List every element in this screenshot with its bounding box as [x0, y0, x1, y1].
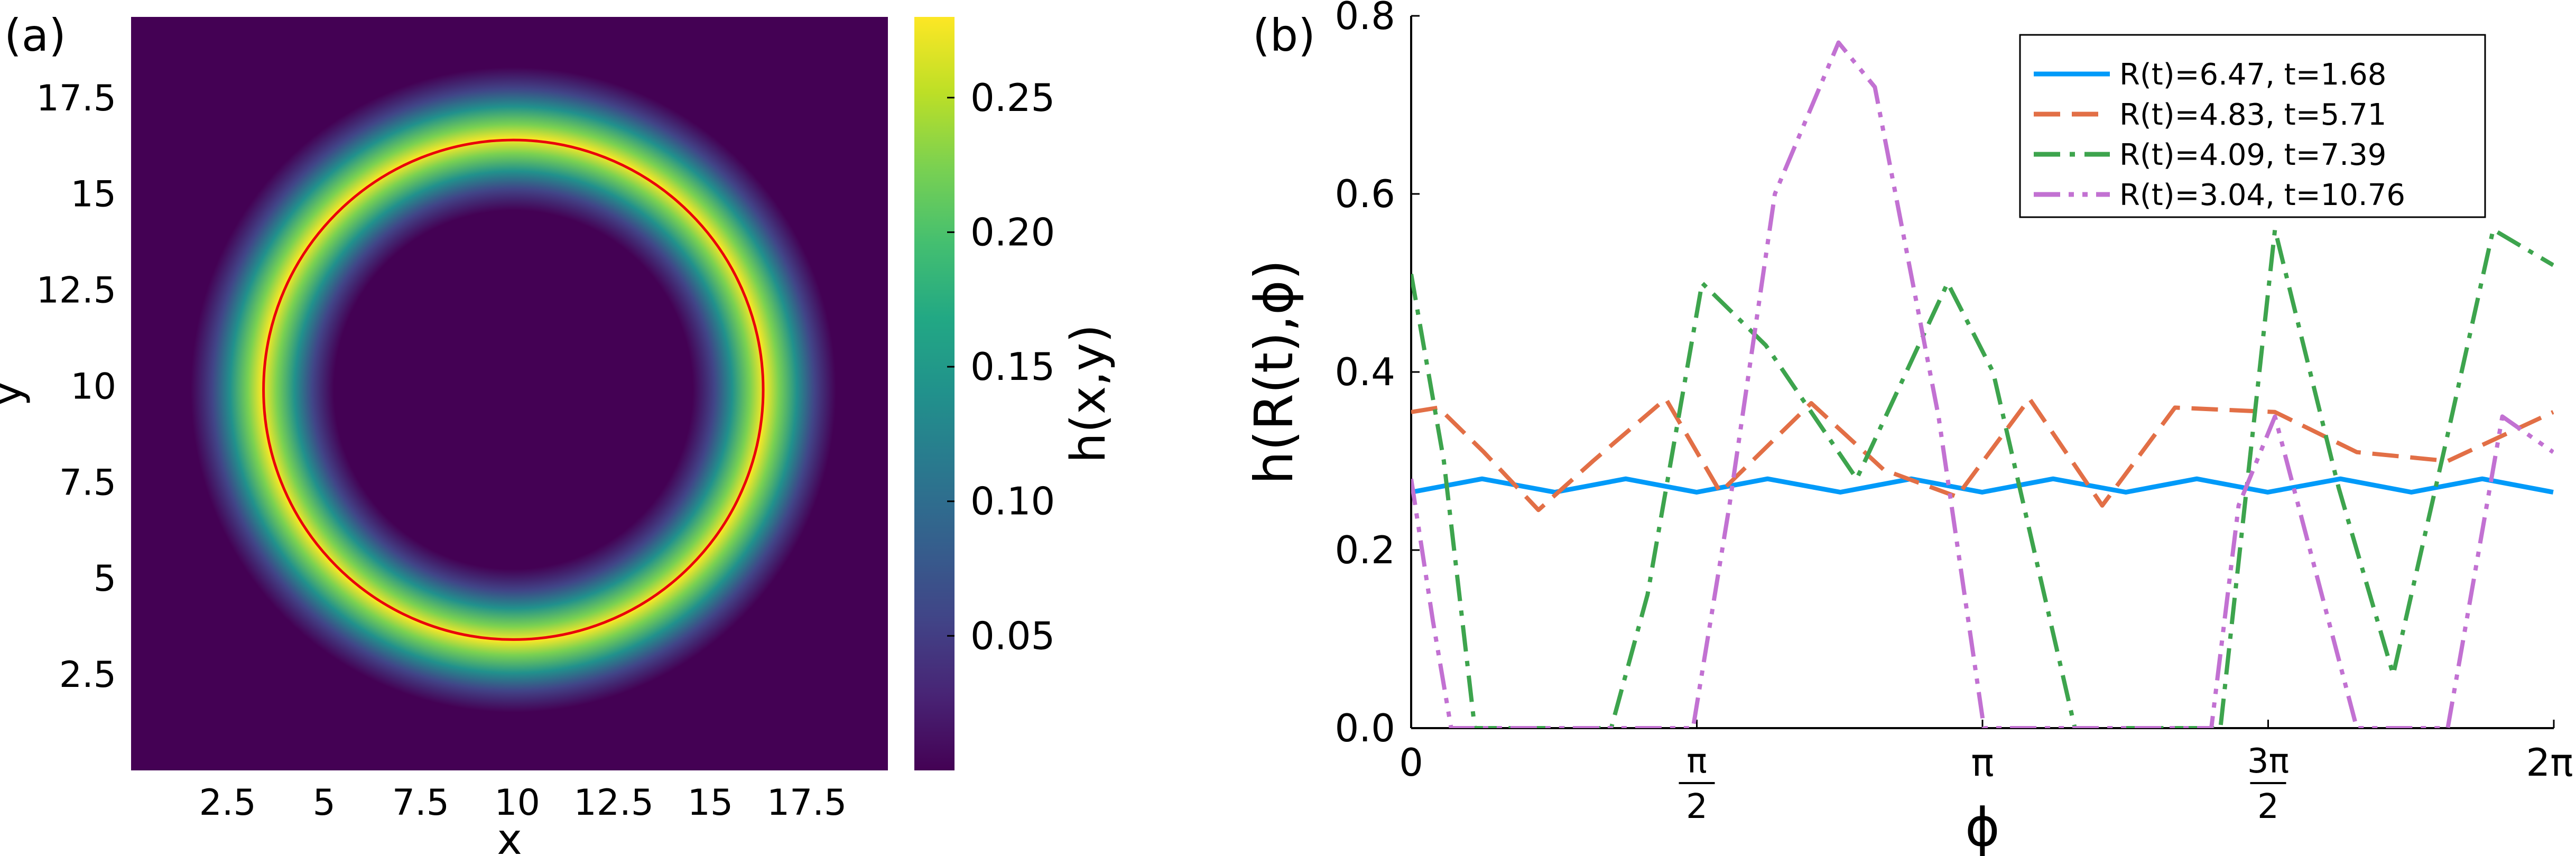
colorbar: 0.05 0.10 0.15 0.20 0.25 h(x,y) [914, 17, 1116, 770]
y-tick-label: 0.0 [1335, 706, 1395, 750]
legend-label-4: R(t)=3.04, t=10.76 [2119, 178, 2405, 212]
series-line-4 [1411, 40, 2554, 728]
y-tick-label: 0.8 [1335, 0, 1395, 38]
series-line-1 [1411, 476, 2554, 495]
series-line-3 [1411, 227, 2554, 728]
x-tick-text: 2π [2526, 740, 2573, 785]
heatmap-x-tick-label: 7.5 [392, 782, 449, 824]
heatmap-y-tick-label: 12.5 [36, 270, 116, 312]
legend-label-2: R(t)=4.83, t=5.71 [2119, 98, 2386, 132]
colorbar-tick-label: 0.05 [970, 613, 1055, 658]
x-tick-label: 2π [2526, 740, 2573, 785]
tick-numerator: π [1687, 742, 1707, 781]
panel-a-label: (a) [4, 10, 66, 61]
colorbar-label: h(x,y) [1061, 324, 1116, 463]
heatmap-y-axis-label: y [0, 381, 31, 406]
tick-numerator: 3π [2247, 742, 2289, 781]
legend-label-3: R(t)=4.09, t=7.39 [2119, 138, 2386, 172]
heatmap-x-tick-label: 17.5 [767, 782, 847, 824]
heatmap-x-tick-label: 5 [313, 782, 336, 824]
heatmap-y-tick-label: 7.5 [59, 462, 116, 504]
heatmap-y-tick-label: 17.5 [36, 78, 116, 119]
legend-box [2019, 34, 2486, 218]
heatmap-y-tick-label: 5 [94, 558, 116, 600]
x-tick-label: 3π2 [2247, 742, 2289, 826]
heatmap-panel: 2.5 5 7.5 10 12.5 15 17.5 2.557.51012.51517.5 … [0, 17, 888, 856]
legend-label-1: R(t)=6.47, t=1.68 [2119, 58, 2386, 92]
heatmap-y-tick-label: 15 [70, 174, 116, 216]
line-x-axis-label: ϕ [1965, 796, 2000, 856]
tick-denominator: 2 [1686, 787, 1708, 826]
heatmap-x-axis-label: x [497, 815, 522, 856]
heatmap-x-tick-label: 10 [494, 782, 540, 824]
heatmap-x-tick-label: 15 [688, 782, 734, 824]
tick-denominator: 2 [2257, 787, 2279, 826]
line-y-axis-label: h(R(t),ϕ) [1243, 259, 1305, 485]
y-tick-label: 0.4 [1335, 350, 1395, 394]
colorbar-tick-label: 0.25 [970, 76, 1055, 120]
heatmap-y-tick-label: 2.5 [59, 654, 116, 696]
radius-circle [262, 138, 765, 641]
y-tick-label: 0.6 [1335, 172, 1395, 216]
y-tick-label: 0.2 [1335, 528, 1395, 572]
heatmap-x-tick-label: 12.5 [574, 782, 654, 824]
ring-intensity [131, 17, 888, 770]
colorbar-gradient [914, 17, 955, 770]
x-tick-label: π2 [1679, 742, 1715, 826]
colorbar-tick-label: 0.20 [970, 210, 1055, 254]
x-tick-label: 0 [1399, 740, 1423, 785]
x-tick-text: π [1971, 740, 1994, 785]
legend: R(t)=6.47, t=1.68 R(t)=4.83, t=5.71 R(t)=4… [2019, 34, 2486, 218]
colorbar-tick-label: 0.15 [970, 345, 1055, 389]
heatmap-y-tick-label: 10 [70, 366, 116, 407]
x-tick-text: 0 [1399, 740, 1423, 785]
colorbar-tick-label: 0.10 [970, 479, 1055, 524]
panel-b-label: (b) [1253, 10, 1315, 61]
heatmap-x-tick-label: 2.5 [199, 782, 256, 824]
x-tick-label: π [1971, 740, 1994, 785]
